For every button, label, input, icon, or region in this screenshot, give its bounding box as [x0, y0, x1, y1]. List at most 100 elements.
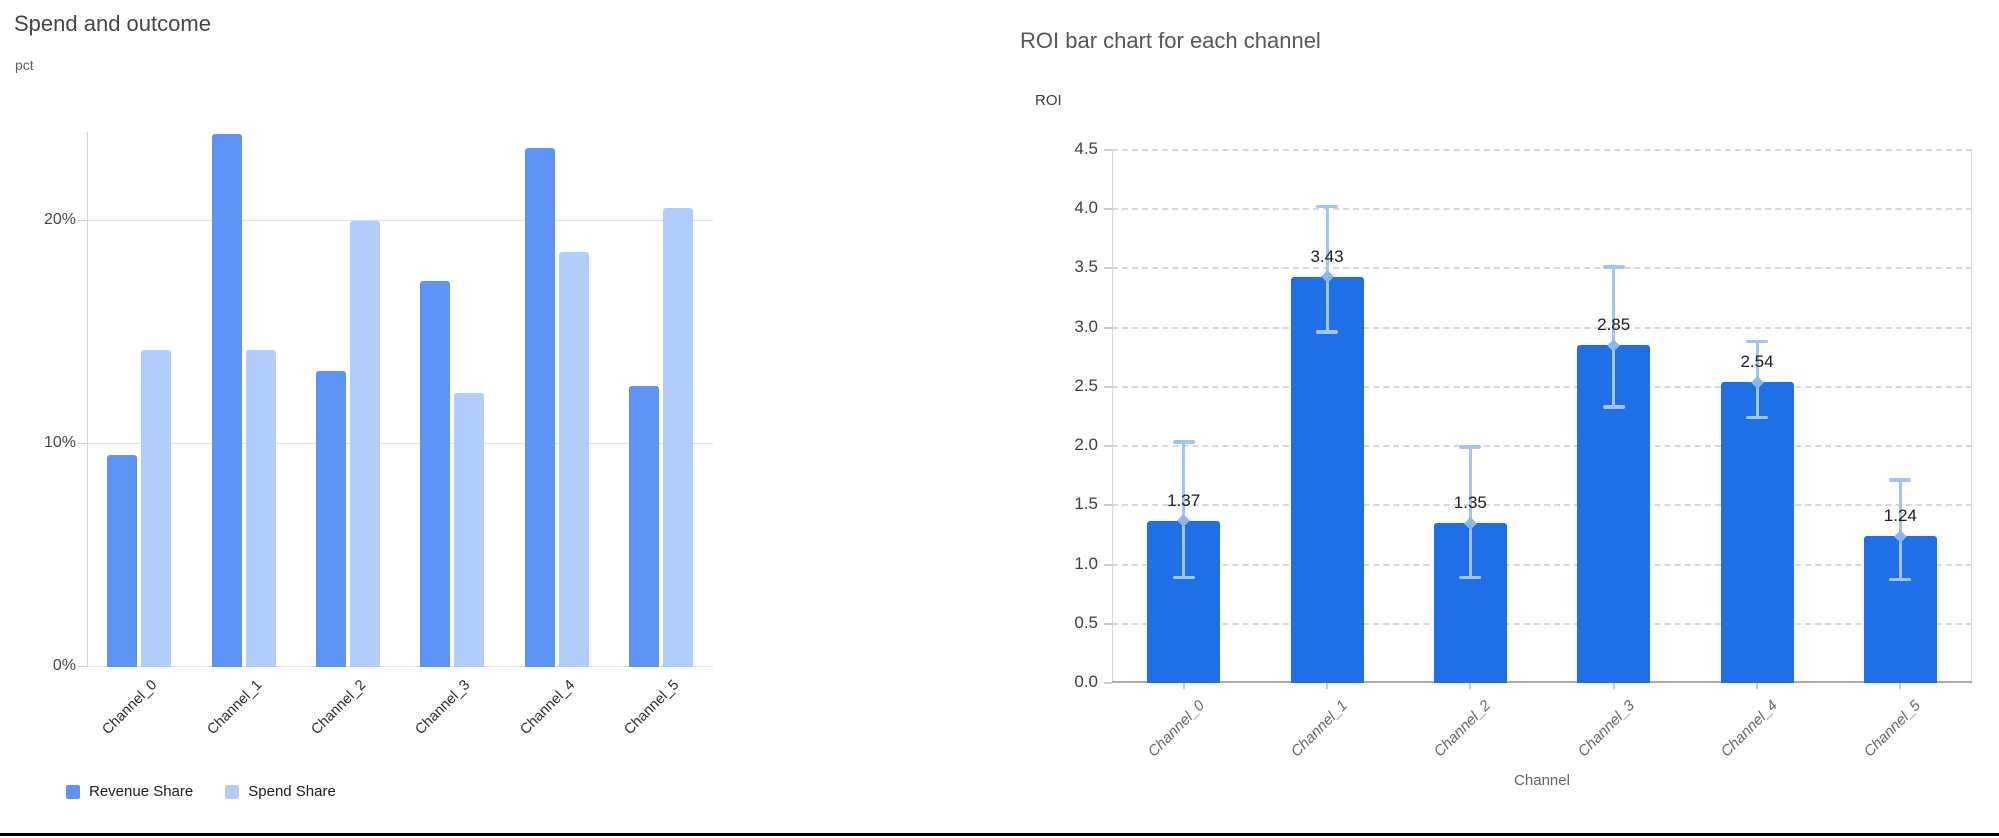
- x-axis-line: [1112, 681, 1972, 683]
- roi-chart: ROI bar chart for each channel ROI 0.0 0.…: [1000, 0, 1999, 838]
- error-bar-line: [1612, 266, 1616, 407]
- error-bar-line: [1182, 441, 1186, 578]
- error-bar-cap-bottom: [1459, 575, 1482, 580]
- gridline: [1112, 149, 1972, 151]
- legend: Revenue Share Spend Share: [66, 783, 336, 800]
- bar-spend-share-channel_0: [141, 350, 172, 667]
- x-axis-tick: [1182, 683, 1185, 689]
- bar-revenue-share-channel_2: [315, 370, 346, 667]
- y-axis-tick: [1104, 208, 1112, 210]
- gridline: [1112, 504, 1972, 506]
- plot-border-left: [1112, 150, 1113, 683]
- bottom-border-rule: [0, 833, 1999, 836]
- plot-area: 0% 10% 20% Channel_0 Channel_1 Channel_2 Chann…: [44, 132, 713, 738]
- x-axis-tick: [1612, 683, 1615, 689]
- legend-label: Spend Share: [248, 783, 336, 800]
- y-axis-tick: [1104, 504, 1112, 506]
- y-axis-tick: [1104, 267, 1112, 269]
- error-bar-cap-top: [1316, 204, 1338, 209]
- x-axis-tick: [1469, 683, 1472, 689]
- y-axis-tick: [1104, 327, 1112, 329]
- error-bar-cap-bottom: [1316, 330, 1338, 334]
- y-axis-tick-label: 4.0: [1074, 198, 1098, 217]
- bar-revenue-share-channel_5: [628, 386, 659, 667]
- bar-spend-share-channel_4: [558, 252, 589, 667]
- error-bar-cap-top: [1889, 478, 1912, 482]
- y-axis-tick-label: 20%: [43, 211, 76, 228]
- x-axis-title: Channel: [1514, 772, 1570, 789]
- x-axis-tick-label: Channel_0: [99, 677, 161, 738]
- gridline: [87, 443, 713, 444]
- bar-value-label: 2.54: [1740, 352, 1774, 372]
- gridline: [1112, 623, 1972, 625]
- error-bar-cap-top: [1602, 265, 1625, 269]
- y-axis-tick: [78, 443, 87, 444]
- gridline: [1112, 267, 1972, 269]
- gridline: [87, 220, 713, 221]
- y-axis-tick: [1104, 623, 1112, 625]
- error-bar-cap-top: [1459, 445, 1482, 449]
- bar-revenue-share-channel_0: [107, 455, 138, 667]
- revenue-share-swatch: [66, 784, 80, 799]
- bar-channel_4: [1720, 382, 1794, 683]
- y-axis-tick-label: 0.0: [1074, 672, 1098, 691]
- y-axis-tick: [1104, 149, 1112, 151]
- y-axis-tick-label: 2.5: [1074, 376, 1098, 395]
- y-axis-tick-label: 4.5: [1074, 139, 1098, 158]
- bar-revenue-share-channel_1: [211, 134, 242, 667]
- bar-value-label: 1.35: [1453, 493, 1487, 513]
- error-bar-cap-bottom: [1602, 405, 1625, 409]
- x-axis-tick-label: Channel_4: [516, 677, 578, 738]
- legend-item-revenue-share[interactable]: Revenue Share: [66, 783, 193, 800]
- bar-value-label: 1.24: [1883, 506, 1917, 526]
- y-axis-tick-label: 2.0: [1074, 435, 1098, 454]
- gridline: [1112, 386, 1972, 388]
- gridline: [1112, 564, 1972, 566]
- gridline: [1112, 327, 1972, 329]
- chart-title: ROI bar chart for each channel: [1020, 28, 1321, 53]
- bar-revenue-share-channel_4: [524, 147, 555, 667]
- gridline: [87, 666, 713, 667]
- x-axis-tick-label: Channel_3: [412, 677, 474, 738]
- y-axis-tick-label: 10%: [43, 434, 76, 451]
- error-bar-line: [1468, 446, 1472, 578]
- bar-spend-share-channel_5: [662, 207, 693, 667]
- y-axis-tick: [78, 666, 87, 667]
- spend-outcome-chart: Spend and outcome pct 0% 10% 20% Channel_0 C…: [0, 0, 740, 838]
- y-axis-tick-label: 3.5: [1074, 257, 1098, 276]
- error-bar-cap-top: [1172, 440, 1195, 444]
- error-bar-cap-bottom: [1889, 577, 1912, 582]
- bar-spend-share-channel_2: [349, 221, 380, 667]
- bar-revenue-share-channel_3: [420, 281, 451, 667]
- error-bar-line: [1898, 479, 1902, 580]
- y-axis-tick-label: 3.0: [1074, 317, 1098, 336]
- y-axis-tick-label: 0%: [52, 657, 76, 674]
- legend-item-spend-share[interactable]: Spend Share: [225, 783, 336, 800]
- plot-area: 0.0 0.5 1.0 1.5 2.0 2.5 3.0 3.5 4.0 4.5 1.37 Channe…: [1074, 139, 1972, 760]
- plot-border-right: [1971, 150, 1972, 683]
- x-axis-tick: [1756, 683, 1758, 689]
- chart-title: Spend and outcome: [14, 11, 211, 36]
- y-axis-line: [87, 132, 88, 667]
- error-bar-cap-bottom: [1172, 575, 1195, 580]
- error-bar-cap-top: [1746, 339, 1768, 344]
- bar-value-label: 2.85: [1597, 315, 1631, 335]
- y-axis-tick: [1104, 564, 1112, 566]
- y-axis-tick: [78, 220, 87, 221]
- spend-share-swatch: [225, 784, 240, 799]
- y-axis-tick-label: 1.0: [1074, 554, 1098, 573]
- x-axis-tick-label: Channel_5: [621, 677, 683, 738]
- y-axis-tick: [1104, 445, 1112, 447]
- gridline: [1112, 208, 1972, 210]
- y-axis-tick: [1104, 682, 1112, 684]
- error-bar-line: [1325, 205, 1329, 333]
- bar-value-label: 3.43: [1310, 246, 1344, 266]
- gridline: [1112, 445, 1972, 447]
- x-axis-tick-label: Channel_2: [308, 677, 370, 738]
- y-axis-tick-label: 0.5: [1074, 613, 1098, 632]
- x-axis-tick: [1326, 683, 1328, 689]
- bar-spend-share-channel_3: [454, 392, 485, 667]
- error-bar-cap-bottom: [1746, 415, 1768, 420]
- legend-label: Revenue Share: [89, 783, 194, 800]
- x-axis-tick-label: Channel_1: [203, 677, 265, 738]
